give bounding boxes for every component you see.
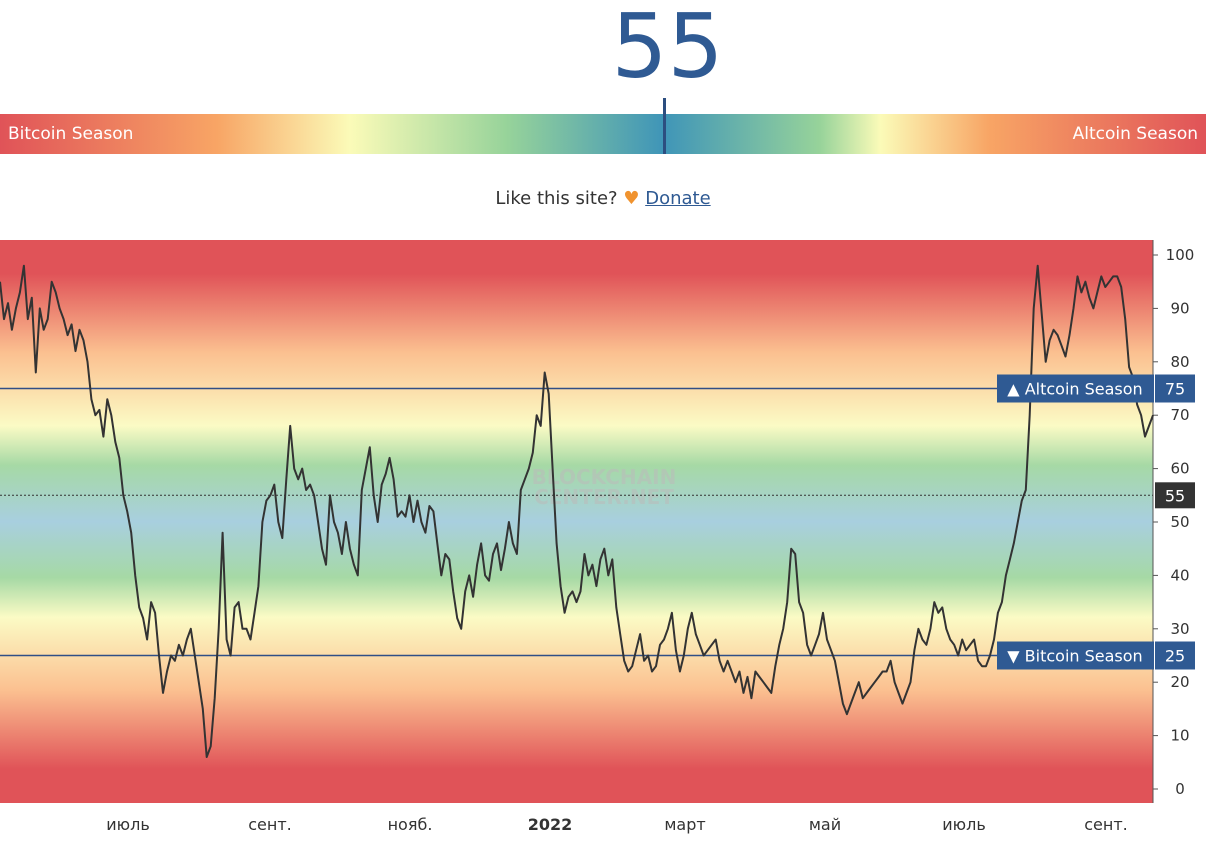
y-tick-label: 80	[1170, 353, 1189, 371]
y-tick-label: 20	[1170, 673, 1189, 691]
heart-icon: ♥	[623, 188, 640, 209]
index-marker	[663, 98, 666, 154]
altcoin-flag-value: 75	[1165, 380, 1185, 399]
y-tick-label: 0	[1175, 780, 1185, 798]
bitcoin-season-flag: ▼ Bitcoin Season 25	[997, 641, 1195, 670]
bitcoin-flag-box	[997, 641, 1154, 670]
watermark-line1: BLOCKCHAIN	[532, 465, 677, 489]
donate-link[interactable]: Donate	[645, 188, 711, 209]
y-tick-label: 90	[1170, 299, 1189, 317]
bitcoin-value-box	[1155, 641, 1195, 670]
current-value-flag: 55	[1155, 482, 1195, 509]
index-value: 55	[611, 0, 724, 98]
y-tick-label: 50	[1170, 513, 1189, 531]
bitcoin-season-label: Bitcoin Season	[8, 124, 134, 144]
x-tick-label: март	[664, 815, 705, 834]
x-ticks: июль сент. нояб. 2022 март май июль сент.	[106, 815, 1128, 834]
x-tick-label: нояб.	[388, 815, 433, 834]
altcoin-index-chart: BLOCKCHAIN CENTER.NET 100908070605040302…	[0, 240, 1195, 834]
x-tick-label: 2022	[528, 815, 573, 834]
y-tick-label: 70	[1170, 406, 1189, 424]
watermark-line2: CENTER.NET	[534, 485, 674, 509]
y-tick-label: 60	[1170, 460, 1189, 478]
current-value-label: 55	[1165, 486, 1185, 505]
y-tick-label: 10	[1170, 727, 1189, 745]
altcoin-flag-box	[997, 374, 1154, 403]
x-tick-label: июль	[942, 815, 986, 834]
y-tick-label: 100	[1166, 246, 1195, 264]
donate-prompt: Like this site?	[495, 188, 618, 209]
chart-area: BLOCKCHAIN CENTER.NET 100 90 80 70 60 50 40 30 2…	[0, 240, 1217, 850]
chart-background	[0, 240, 1153, 803]
y-tick-label: 30	[1170, 620, 1189, 638]
x-tick-label: июль	[106, 815, 150, 834]
x-tick-label: сент.	[1084, 815, 1128, 834]
current-value-box	[1155, 482, 1195, 509]
altcoin-flag-label: ▲ Altcoin Season	[1007, 380, 1142, 399]
donate-line: Like this site? ♥ Donate	[0, 188, 1206, 209]
altcoin-season-label: Altcoin Season	[1072, 124, 1198, 144]
index-series-line	[0, 264, 1154, 758]
altcoin-season-flag: ▲ Altcoin Season 75	[997, 374, 1195, 403]
season-gradient-bar: Bitcoin Season Altcoin Season	[0, 98, 1206, 154]
bitcoin-flag-label: ▼ Bitcoin Season	[1007, 647, 1142, 666]
x-tick-label: май	[809, 815, 841, 834]
bitcoin-flag-value: 25	[1165, 647, 1185, 666]
y-tick-label: 40	[1170, 566, 1189, 584]
altcoin-value-box	[1155, 374, 1195, 403]
x-tick-label: сент.	[248, 815, 292, 834]
